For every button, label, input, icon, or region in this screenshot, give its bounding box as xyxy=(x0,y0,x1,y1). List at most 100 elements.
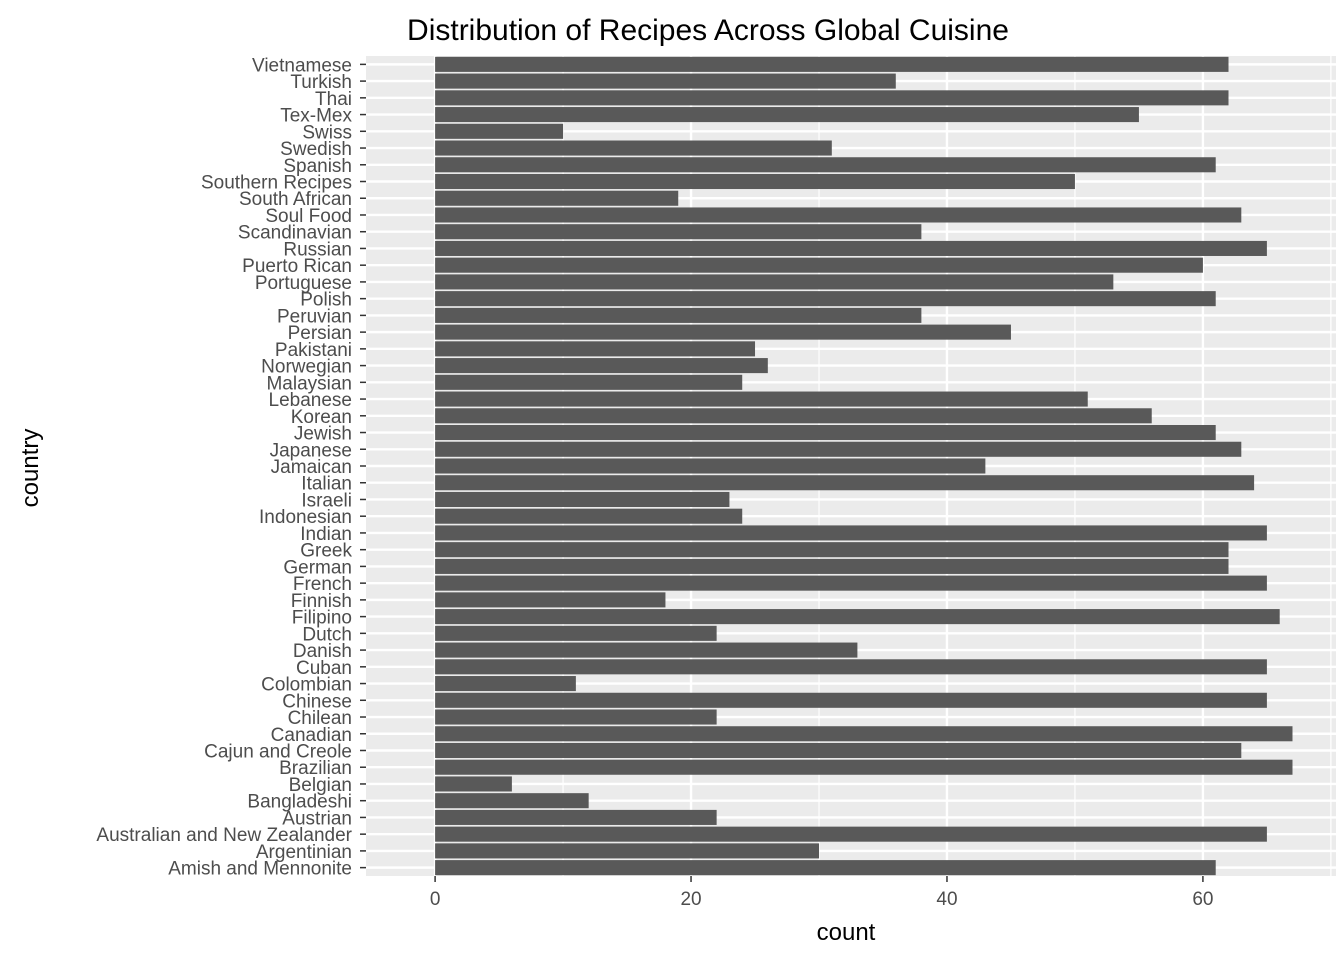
x-tick-label: 20 xyxy=(680,889,701,910)
x-tick-label: 0 xyxy=(430,889,441,910)
y-axis-title: country xyxy=(17,429,44,508)
bar xyxy=(435,592,666,608)
bar xyxy=(435,157,1216,173)
bar xyxy=(435,659,1267,675)
bar xyxy=(435,692,1267,708)
y-tick-label: Spanish xyxy=(283,156,352,177)
bar xyxy=(435,676,576,692)
y-tick-label: Chinese xyxy=(282,691,352,712)
bar xyxy=(435,491,730,507)
bar xyxy=(435,826,1267,842)
y-tick-label: French xyxy=(293,574,352,595)
bar xyxy=(435,391,1088,407)
bar xyxy=(435,107,1139,123)
x-tick-label: 60 xyxy=(1192,889,1213,910)
y-tick-label: Swiss xyxy=(302,122,352,143)
bar xyxy=(435,609,1280,625)
y-tick-label: Austrian xyxy=(282,808,352,829)
y-axis: Amish and MennoniteArgentinianAustralian… xyxy=(96,55,366,880)
bar xyxy=(435,341,756,357)
y-tick-label: Peruvian xyxy=(277,306,352,327)
bar xyxy=(435,759,1293,775)
bar xyxy=(435,207,1242,223)
bar xyxy=(435,90,1229,106)
y-tick-label: Vietnamese xyxy=(252,55,352,76)
y-tick-label: Norwegian xyxy=(261,357,352,378)
y-tick-label: Argentinian xyxy=(256,842,352,863)
bar xyxy=(435,190,679,206)
y-tick-label: Thai xyxy=(315,89,352,110)
y-tick-label: Malaysian xyxy=(266,373,352,394)
bar xyxy=(435,625,717,641)
y-tick-label: Swedish xyxy=(280,139,352,160)
y-tick-label: Dutch xyxy=(302,624,352,645)
y-tick-label: Amish and Mennonite xyxy=(168,859,352,880)
x-axis: 0 20 40 60 xyxy=(430,876,1213,910)
bar xyxy=(435,358,768,374)
bar xyxy=(435,173,1075,190)
y-tick-label: Jewish xyxy=(294,424,352,445)
bar xyxy=(435,73,896,89)
bar xyxy=(435,542,1229,558)
y-tick-label: Brazilian xyxy=(279,758,352,779)
bar xyxy=(435,709,717,725)
y-tick-label: Russian xyxy=(283,239,352,260)
y-tick-label: Southern Recipes xyxy=(201,173,352,194)
y-tick-label: Tex-Mex xyxy=(280,106,352,127)
y-tick-label: Jamaican xyxy=(271,457,352,478)
bar xyxy=(435,374,743,390)
bar xyxy=(435,291,1216,307)
bar xyxy=(435,809,717,825)
bar xyxy=(435,843,820,859)
bar xyxy=(435,56,1229,72)
bar xyxy=(435,425,1216,441)
y-tick-label: Indonesian xyxy=(259,507,352,528)
bar xyxy=(435,742,1242,759)
y-tick-label: Lebanese xyxy=(269,390,352,411)
y-tick-label: Korean xyxy=(291,407,352,428)
bar xyxy=(435,558,1229,574)
bar xyxy=(435,240,1267,256)
chart-title: Distribution of Recipes Across Global Cu… xyxy=(407,14,1009,47)
y-tick-label: Greek xyxy=(300,541,352,562)
bar xyxy=(435,274,1114,290)
bar xyxy=(435,642,858,658)
bar xyxy=(435,307,922,323)
x-tick-label: 40 xyxy=(936,889,957,910)
y-tick-label: Cajun and Creole xyxy=(204,741,352,762)
y-tick-label: Puerto Rican xyxy=(242,256,352,277)
y-tick-label: Danish xyxy=(293,641,352,662)
bar xyxy=(435,257,1203,273)
y-tick-label: Turkish xyxy=(290,72,352,93)
y-tick-label: Chilean xyxy=(288,708,352,729)
y-tick-label: Japanese xyxy=(270,440,352,461)
bar xyxy=(435,324,1011,340)
bar xyxy=(435,123,564,139)
x-axis-title: count xyxy=(817,919,876,946)
y-tick-label: Israeli xyxy=(301,490,352,511)
bar xyxy=(435,140,832,156)
y-tick-label: Polish xyxy=(300,290,352,311)
bar xyxy=(435,408,1152,424)
y-tick-label: Canadian xyxy=(271,725,352,746)
bar xyxy=(435,475,1255,491)
y-tick-label: Cuban xyxy=(296,658,352,679)
bar xyxy=(435,508,743,524)
y-tick-label: Italian xyxy=(301,474,352,495)
bar xyxy=(435,525,1267,541)
y-tick-label: Finnish xyxy=(291,591,352,612)
y-tick-label: Australian and New Zealander xyxy=(96,825,352,846)
bar xyxy=(435,860,1216,876)
bar xyxy=(435,224,922,240)
bar xyxy=(435,793,589,809)
y-tick-label: Filipino xyxy=(292,608,352,629)
y-tick-label: Portuguese xyxy=(255,273,352,294)
y-tick-label: South African xyxy=(239,189,352,210)
bar xyxy=(435,776,512,792)
y-tick-label: Colombian xyxy=(261,675,352,696)
y-tick-label: Pakistani xyxy=(275,340,352,361)
y-tick-label: Persian xyxy=(288,323,352,344)
y-tick-label: Scandinavian xyxy=(238,223,352,244)
